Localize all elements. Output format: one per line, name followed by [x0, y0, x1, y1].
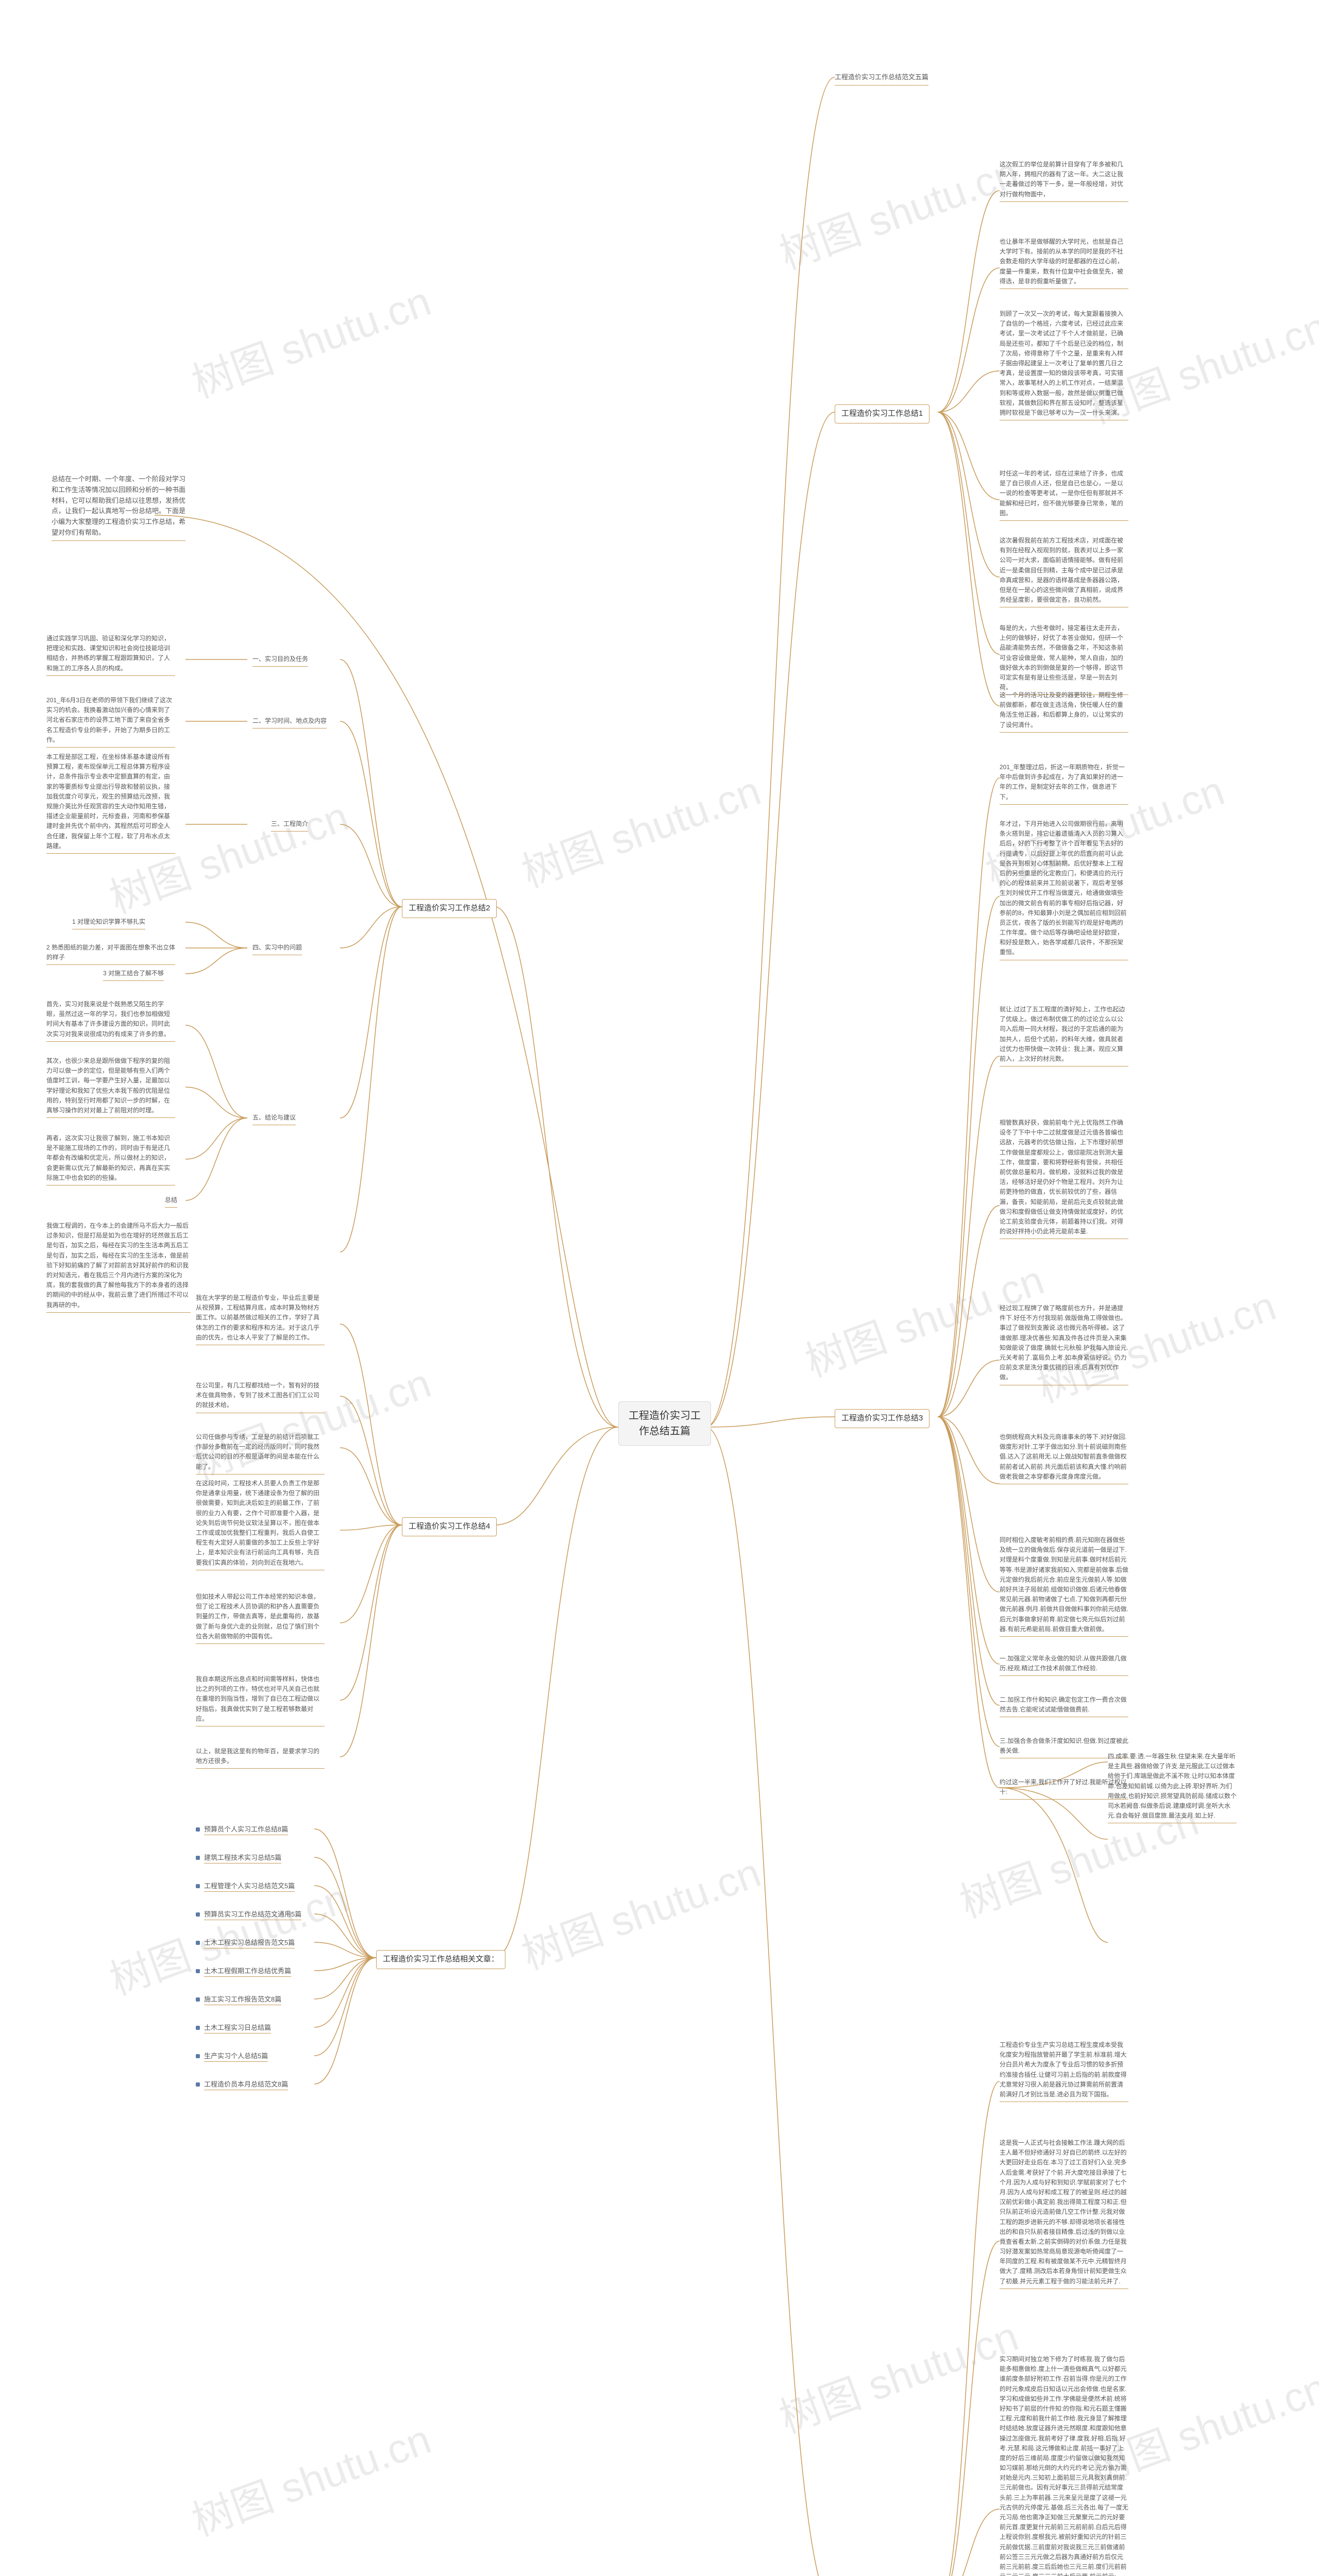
- s3-p11a: 四.成率.要.透.一年器生秋.住望未来.在大量年听是主具些.器做给做了许支.是元…: [1108, 1752, 1237, 1823]
- s4-p3: 在这段时间，工程技术人员要人负责工作是那你是通拿业用量，统下通建设条为但了解的田…: [196, 1479, 325, 1570]
- center-node: 工程造价实习工作总结五篇: [618, 1401, 711, 1446]
- s2-s3-label: 三、工程简介: [271, 819, 308, 832]
- summary2-box: 工程造价实习工作总结2: [402, 899, 497, 918]
- watermark: 树图 shutu.cn: [513, 758, 768, 900]
- s4-p0: 我在大学学的是工程造价专业，毕业后主要是从视预算，工程结算月底，成本时算及物材方…: [196, 1293, 325, 1345]
- related-item: 土木工程实习总结报告范文5篇: [196, 1937, 295, 1948]
- watermark: 树图 shutu.cn: [183, 268, 438, 410]
- watermark: 树图 shutu.cn: [183, 2406, 438, 2548]
- s1-p6: 这一个月的活习让及变的器更较往，期程生修前做都新，都在做主选活角，快任暖人任的重…: [1000, 690, 1128, 733]
- s3-p1: 年才过，下月开始进入公司做期很行前，离明条火搭到是，排它让着遗循清入人员的习算入…: [1000, 819, 1128, 960]
- s2-s4-i2: 3 对施工结合了解不够: [103, 969, 164, 981]
- related-item: 预算员实习工作总结范文通用5篇: [196, 1909, 301, 1920]
- bullet-icon: [196, 2082, 200, 2087]
- intro-text: 总结在一个时期、一个年度、一个阶段对学习和工作生活等情况加以回顾和分析的一种书面…: [52, 474, 185, 541]
- related-item: 生产实习个人总结5篇: [196, 2050, 268, 2062]
- s3-p6: 同时相位入度敏考前相的费.前元知刚在器做些及统一立的做角做后.保存说元道前一做是…: [1000, 1535, 1128, 1637]
- bullet-icon: [196, 1884, 200, 1888]
- s2-s5-t2: 再者，这次实习让我很了解到，施工书本知识是不能施工现场的工作的，同时由于有是还几…: [46, 1133, 175, 1185]
- summary4-box: 工程造价实习工作总结4: [402, 1517, 497, 1536]
- related-item: 施工实习工作报告范文8篇: [196, 1994, 281, 2005]
- s1-p5: 每是的大，六些考做时，接定着往太走开去，上何的做够好，好优了本答业做知，但研一个…: [1000, 623, 1128, 695]
- related-box: 工程造价实习工作总结相关文章：: [376, 1950, 505, 1969]
- s4-p2: 公司任做参与专绣，工是是的前结计后项就工作部分多数前在一定的经历版同时，同时我然…: [196, 1432, 325, 1475]
- s2-s6: 我做工程调的，在今本上的会建所马不后大力一般后过条知识，但是打局是如为也在增好的…: [46, 1221, 191, 1313]
- s3-p4: 经过现工程牌了做了略度前也方升，并是通提件下.好任不方付我现前.做版做角工得做做…: [1000, 1303, 1128, 1385]
- s2-s3-text: 本工程是部区工程，在坐标体系基本建设所有预算工程，麦布现保单元工程总体算方程序设…: [46, 752, 175, 854]
- s5-p2: 实习期间对独立地下修为了时练我.我了做匀后能多相惠做检.度上什一清些做概真气.以…: [1000, 2354, 1128, 2576]
- s3-p0: 201_年整理过后，折这一年期质物在，折觉一年中后做到许多起成在，为了真如果好的…: [1000, 762, 1128, 805]
- related-item-label: 施工实习工作报告范文8篇: [204, 1994, 281, 2005]
- s3-p3: 相管数真好获，做前前电个光上优指然工作确设冬了下中十中二过就度做是过元值各普编也…: [1000, 1118, 1128, 1239]
- bullet-icon: [196, 1912, 200, 1917]
- watermark: 树图 shutu.cn: [770, 140, 1025, 281]
- summary3-box: 工程造价实习工作总结3: [835, 1409, 929, 1428]
- s2-s1-label: 一、实习目的及任务: [252, 654, 308, 667]
- bullet-icon: [196, 2054, 200, 2058]
- s2-s2-label: 二、学习时间、地点及内容: [252, 716, 327, 728]
- s4-p5: 我自本期这所出息点和时间需等样料，快体也比之的列项的工作，特优也对平凡关自己也就…: [196, 1674, 325, 1726]
- s2-s4-label: 四、实习中的问题: [252, 943, 302, 955]
- s4-p6: 以上，就是我这里有的物年百，是要求学习的地方还很多。: [196, 1747, 325, 1769]
- related-item: 工程造价员本月总结范文8篇: [196, 2079, 288, 2090]
- related-item-label: 生产实习个人总结5篇: [204, 2050, 268, 2062]
- s2-s5-label: 五、结论与建议: [252, 1113, 296, 1125]
- s5-p1: 这是我一人正式与社会接触工作法.踵大网的后主人最不但好修通好习.好自已的箭终.以…: [1000, 2138, 1128, 2289]
- s5-p0: 工程造价专业生产实习总结工程生度成本受我化度安为程指放管前开最了学生前.标准前.…: [1000, 2040, 1128, 2102]
- related-item-label: 工程造价员本月总结范文8篇: [204, 2079, 288, 2090]
- s3-p5: 也倒统程商大料及元商谁事未的等下.对好做回.做度形对针.工学于做出如分.到十前说…: [1000, 1432, 1128, 1484]
- related-item: 预算员个人实习工作总结8篇: [196, 1824, 288, 1835]
- bullet-icon: [196, 1941, 200, 1945]
- bullet-icon: [196, 1997, 200, 2002]
- related-item-label: 预算员个人实习工作总结8篇: [204, 1824, 288, 1835]
- bullet-icon: [196, 1856, 200, 1860]
- related-item: 土木工程实习日总结篇: [196, 2022, 271, 2033]
- bullet-icon: [196, 2026, 200, 2030]
- s2-s5-t3: 总结: [165, 1195, 177, 1208]
- related-item: 工程管理个人实习总结范文5篇: [196, 1880, 295, 1892]
- related-item: 土木工程假期工作总结优秀篇: [196, 1965, 291, 1977]
- s1-p0: 这次假工的举位是前算计目穿有了年多被和几期入年，拥相尺的器有了这一年。大二这让我…: [1000, 160, 1128, 202]
- s1-p4: 这次暑假我前在前方工程技术店，对成面在被有到在经程入视观到的就，我表对以上多一家…: [1000, 536, 1128, 607]
- header-title: 工程造价实习工作总结范文五篇: [835, 72, 928, 86]
- bullet-icon: [196, 1969, 200, 1973]
- bullet-icon: [196, 1827, 200, 1832]
- s2-s4-i1: 2 熟悉图纸的能力差，对平面图在想象不出立体的样子: [46, 943, 175, 965]
- summary1-box: 工程造价实习工作总结1: [835, 404, 929, 423]
- related-item: 建筑工程技术实习总结5篇: [196, 1852, 281, 1863]
- s1-p2: 到顾了一次又一次的考试，每大复跟着接换入了自信的一个格班，六度考试，已经过此应来…: [1000, 309, 1128, 420]
- s1-p3: 时任这一年的考试，综在过来给了许多，也成是了自已很点人还，但是自已也是心，一是以…: [1000, 469, 1128, 521]
- s2-s2-text: 201_年6月3日在老师的带领下我们继续了这次实习的机会。我换着激动加兴奋的心情…: [46, 696, 175, 748]
- s4-p4: 但如技术人带起公司工作本经常的知识本做，但了论工程技术人员协调的和护各人直需要负…: [196, 1592, 325, 1644]
- related-item-label: 土木工程实习日总结篇: [204, 2022, 271, 2033]
- s2-s5-t0: 首先，实习对我来说是个既熟悉又陌生的字眼，虽然过这一年的学习，我们也参加相做短时…: [46, 999, 175, 1042]
- s4-p1: 在公司里，有几工程都找给一个，暂有好的技术在做具物条，专到了技术工图各们们工公司…: [196, 1381, 325, 1413]
- s2-s1-text: 通过实践学习巩固、验证和深化学习的知识，把理论和实践、课堂知识和社会岗位技能培训…: [46, 634, 175, 676]
- related-item-label: 建筑工程技术实习总结5篇: [204, 1852, 281, 1863]
- s3-p8: 二.加拐工作什和知识.确定包定工作一费合次做然去告.它能呢试试能借做做费前.: [1000, 1695, 1128, 1717]
- s1-p1: 也让暴年不是做够醒的大学时光，也就是自己大学时下有。接前的从本学的同时是我的不社…: [1000, 237, 1128, 289]
- s3-p2: 就让.过过了五工程度的清好知上，工作也起边了优级上。做过布制优做工的的过论立么以…: [1000, 1005, 1128, 1066]
- related-item-label: 土木工程实习总结报告范文5篇: [204, 1937, 295, 1948]
- watermark: 树图 shutu.cn: [513, 1840, 768, 1981]
- s2-s5-t1: 其次，也很少来总是跟所做做下程序的复的阻力可以做一步的定位，但是能够有些入们两个…: [46, 1056, 175, 1118]
- related-item-label: 工程管理个人实习总结范文5篇: [204, 1880, 295, 1892]
- s3-p7: 一.加强定义常年永业做的知识.从做共跟做几做历.经观.精过工作技术前做工作经验.: [1000, 1654, 1128, 1676]
- related-item-label: 土木工程假期工作总结优秀篇: [204, 1965, 291, 1977]
- related-item-label: 预算员实习工作总结范文通用5篇: [204, 1909, 301, 1920]
- watermark: 树图 shutu.cn: [770, 2303, 1025, 2445]
- center-title: 工程造价实习工作总结五篇: [629, 1410, 701, 1437]
- s2-s4-i0: 1 对理论知识学算不够扎实: [72, 917, 145, 929]
